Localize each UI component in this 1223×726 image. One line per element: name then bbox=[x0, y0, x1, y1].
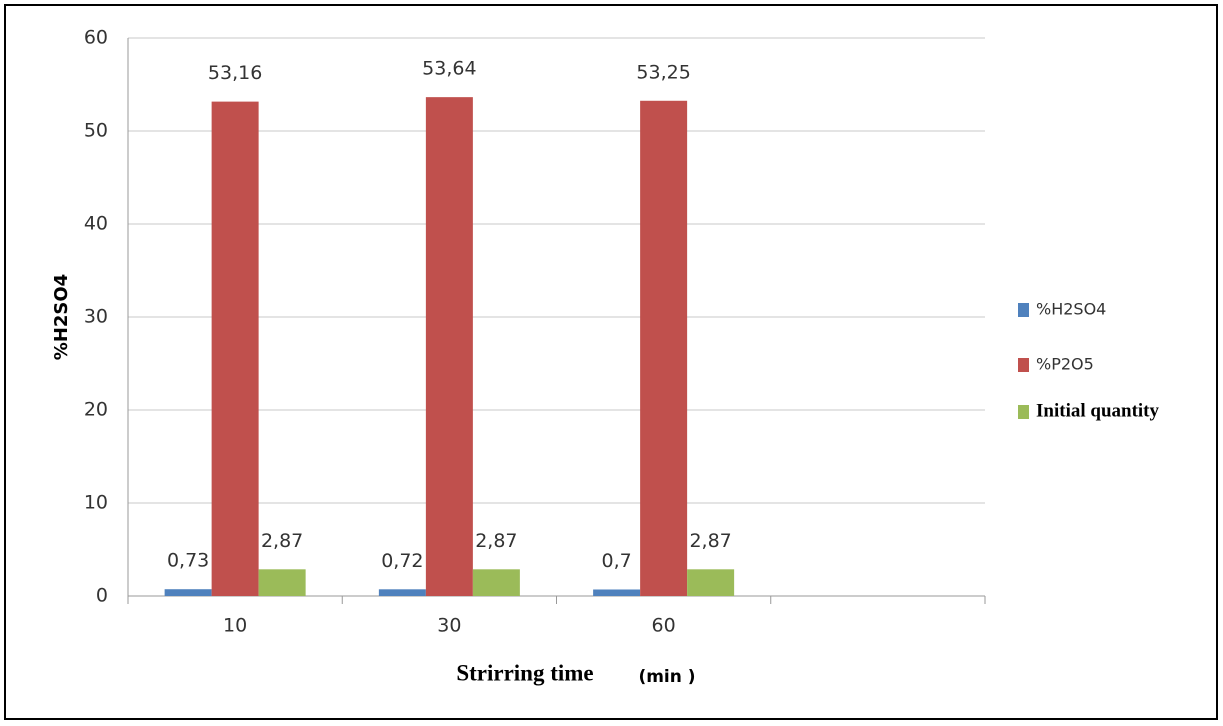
bar bbox=[593, 589, 641, 596]
y-tick-label: 40 bbox=[84, 213, 108, 235]
bar bbox=[425, 97, 473, 596]
legend-label: %P2O5 bbox=[1036, 355, 1094, 374]
y-tick-label: 50 bbox=[84, 120, 108, 142]
y-tick-label: 60 bbox=[84, 27, 108, 49]
x-tick-label: 60 bbox=[652, 615, 676, 637]
bar bbox=[258, 569, 306, 596]
data-label: 2,87 bbox=[689, 530, 731, 552]
bar bbox=[211, 101, 259, 596]
data-label: 0,73 bbox=[167, 550, 209, 572]
x-tick-label: 10 bbox=[223, 615, 247, 637]
bar bbox=[687, 569, 735, 596]
legend-label: Initial quantity bbox=[1036, 400, 1160, 421]
legend-swatch bbox=[1018, 303, 1029, 317]
data-label: 2,87 bbox=[261, 530, 303, 552]
y-axis-title: %H2SO4 bbox=[51, 274, 72, 360]
bar bbox=[164, 589, 212, 596]
data-label: 53,25 bbox=[636, 61, 690, 83]
frame bbox=[4, 4, 1218, 720]
data-label: 0,72 bbox=[381, 550, 423, 572]
x-axis-unit: (min ) bbox=[638, 667, 695, 687]
x-tick-label: 30 bbox=[437, 615, 461, 637]
y-tick-label: 10 bbox=[84, 492, 108, 514]
y-tick-label: 30 bbox=[84, 306, 108, 328]
data-label: 53,16 bbox=[208, 62, 262, 84]
y-tick-label: 0 bbox=[96, 585, 108, 607]
data-label: 53,64 bbox=[422, 58, 476, 80]
legend-label: %H2SO4 bbox=[1036, 300, 1106, 319]
legend-swatch bbox=[1018, 405, 1029, 419]
y-tick-label: 20 bbox=[84, 399, 108, 421]
x-axis-title: Strirring time bbox=[456, 660, 593, 685]
bar bbox=[378, 589, 426, 596]
data-label: 2,87 bbox=[475, 530, 517, 552]
data-label: 0,7 bbox=[602, 550, 632, 572]
legend-swatch bbox=[1018, 358, 1029, 372]
bar bbox=[472, 569, 520, 596]
bar bbox=[640, 100, 688, 597]
